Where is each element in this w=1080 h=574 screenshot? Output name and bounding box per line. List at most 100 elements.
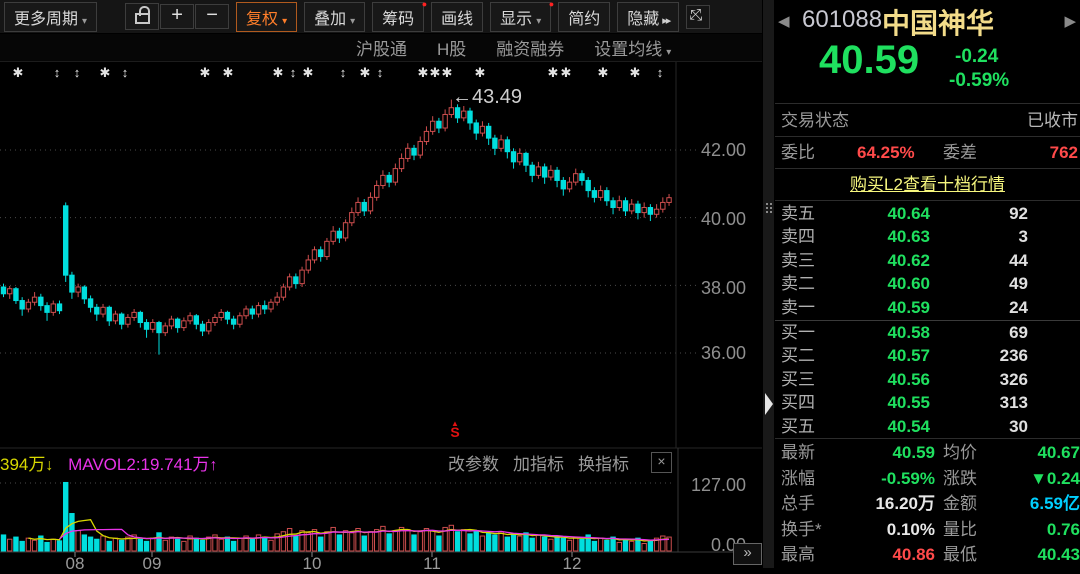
volume-indicator-legend: 394万↓ MAVOL2:19.741万↑ [0,455,218,474]
buy-5-label: 买五 [781,416,815,436]
overlay-button[interactable]: 叠加 ▾ [304,1,366,32]
buy-3-label: 买三 [781,369,815,389]
chevron-down-icon: ▾ [666,47,672,58]
volume-axis-label: 127.00 [690,475,746,495]
sell-5-row[interactable]: 卖五 40.64 92 [775,202,1080,225]
double-right-icon: ▸▸ [662,14,671,27]
margin-trading-tab[interactable]: 融资融券 [496,40,565,59]
dividend-marker-icon[interactable]: ✱ [597,65,609,80]
ma-setting-button[interactable]: 设置均线 ▾ [594,40,672,59]
turnover-amount-value: 6.59亿 [1029,494,1080,514]
avg-price-value: 40.67 [1037,443,1080,462]
time-axis-label: 12 [562,554,582,573]
simple-mode-button[interactable]: 简约 [558,1,611,32]
buy-l2-link[interactable]: 购买L2查看十档行情 [850,175,1005,194]
sell-1-row[interactable]: 卖一 40.59 24 [775,296,1080,319]
sell-3-volume: 44 [1009,250,1028,270]
plus-icon: + [171,4,183,26]
buy-1-price: 40.58 [887,323,930,342]
scroll-right-button[interactable]: » [733,543,762,565]
updown-marker-icon[interactable]: ↕ [121,65,129,80]
buy-1-label: 买一 [781,323,815,342]
updown-marker-icon[interactable]: ↕ [53,65,61,80]
time-axis-label: 09 [142,554,162,573]
draw-line-button[interactable]: 画线 [431,1,484,32]
updown-marker-icon[interactable]: ↕ [73,65,81,80]
dividend-marker-icon[interactable]: ✱ [474,65,486,80]
dividend-marker-icon[interactable]: ✱ [560,65,572,80]
dividend-marker-icon[interactable]: ✱ [12,65,24,80]
divider [775,200,1080,201]
dividend-marker-icon[interactable]: ✱ [199,65,211,80]
buy-3-row[interactable]: 买三 40.56 326 [775,368,1080,391]
buy-3-price: 40.56 [887,369,930,389]
dividend-marker-icon[interactable]: ✱ [417,65,429,80]
time-axis-label: 10 [302,554,322,573]
dividend-marker-icon[interactable]: ✱ [222,65,234,80]
price-axis-label: 38.00 [700,278,746,298]
high-label: 最高 [781,545,815,565]
fuquan-button[interactable]: 复权 ▾ [236,1,298,32]
stats-row: 涨幅 -0.59% 涨跌 ▼0.24 [775,466,1080,492]
buy-2-price: 40.57 [887,346,930,366]
more-period-button[interactable]: 更多周期 ▾ [4,1,98,32]
buy-1-row[interactable]: 买一 40.58 69 [775,321,1080,344]
dividend-marker-icon[interactable]: ✱ [441,65,453,80]
main-toolbar: 更多周期 ▾ + − 复权 ▾ 叠加 ▾ 筹码 ● 画线 显示 ▾ ● 简约 隐藏 ▸▸ ⤢ … [0,0,762,34]
edit-params-button[interactable]: 改参数 [448,455,499,474]
next-stock-button[interactable]: ▶ [1064,13,1076,30]
buy-4-volume: 313 [999,393,1028,413]
dividend-marker-icon[interactable]: ✱ [629,65,641,80]
buy-5-row[interactable]: 买五 40.54 30 [775,415,1080,438]
unlock-icon [134,6,151,24]
dividend-marker-icon[interactable]: ✱ [547,65,559,80]
updown-marker-icon[interactable]: ↕ [339,65,347,80]
display-button[interactable]: 显示 ▾ ● [490,0,554,32]
buy-2-row[interactable]: 买二 40.57 236 [775,344,1080,367]
close-indicator-button[interactable]: × [651,452,672,473]
change-pct-label: 涨幅 [781,468,815,488]
zoom-in-button[interactable]: + [160,4,195,29]
lock-button[interactable] [125,3,160,30]
buy-2-volume: 236 [999,346,1028,366]
fullscreen-button[interactable]: ⤢ ⤡ [686,4,711,29]
volume-ratio-label: 量比 [943,519,977,539]
chevron-down-icon: ▾ [350,15,356,27]
hugutong-tab[interactable]: 沪股通 [356,40,407,59]
chips-button[interactable]: 筹码 ● [372,0,427,32]
dividend-marker-icon[interactable]: ✱ [99,65,111,80]
buy-4-price: 40.55 [887,393,930,413]
updown-marker-icon[interactable]: ↕ [289,65,297,80]
zoom-out-button[interactable]: − [195,4,230,29]
stats-row: 总手 16.20万 金额 6.59亿 [775,491,1080,517]
divider [775,103,1080,104]
dividend-marker-icon[interactable]: ✱ [359,65,371,80]
panel-splitter[interactable] [762,0,775,568]
sell-3-row[interactable]: 卖三 40.62 44 [775,249,1080,272]
sell-4-row[interactable]: 卖四 40.63 3 [775,225,1080,248]
switch-indicator-button[interactable]: 换指标 [578,455,629,474]
high-value: 40.86 [892,545,935,565]
weicha-label: 委差 [943,143,977,162]
sell-2-row[interactable]: 卖二 40.60 49 [775,272,1080,295]
turnover-rate-value: 0.10% [886,519,935,539]
updown-marker-icon[interactable]: ↕ [656,65,664,80]
buy-3-volume: 326 [999,369,1028,389]
candlestick-chart[interactable]: ✱ ↕ ↕ ✱ ↕ ✱ ✱ ✱ ↕ ✱ ↕ ✱ ↕ ✱ ✱ ✱ ✱ ✱ ✱ ✱ ✱ ↕ ←43.49 42.00 40.0… [0,0,762,573]
latest-value: 40.59 [892,443,935,462]
sell-2-label: 卖二 [781,274,815,294]
peak-price-annotation: ←43.49 [452,86,523,108]
expand-icon: ⤢ [689,5,702,23]
dividend-marker-icon[interactable]: ✱ [272,65,284,80]
weibi-label: 委比 [781,143,815,162]
dividend-marker-icon[interactable]: ✱ [302,65,314,80]
hide-button[interactable]: 隐藏 ▸▸ [617,1,680,32]
prev-stock-button[interactable]: ◀ [778,13,790,30]
buy-4-row[interactable]: 买四 40.55 313 [775,391,1080,414]
sell-1-price: 40.59 [887,297,930,317]
hshare-tab[interactable]: H股 [437,40,467,59]
updown-marker-icon[interactable]: ↕ [376,65,384,80]
stock-name: 中国神华 [882,8,995,39]
add-indicator-button[interactable]: 加指标 [513,455,564,474]
dividend-marker-icon[interactable]: ✱ [429,65,441,80]
